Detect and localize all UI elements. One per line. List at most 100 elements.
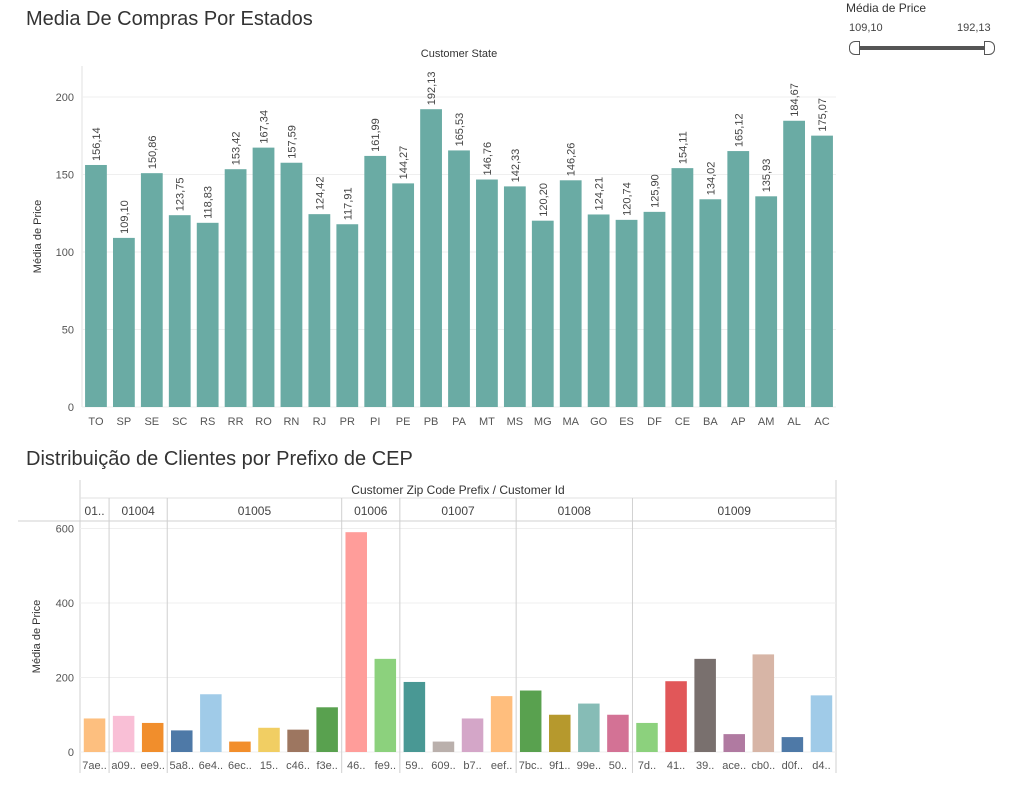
chart2-x-tick: 15.. (260, 760, 278, 772)
chart2-bar (694, 658, 716, 752)
slider-min-handle[interactable] (849, 41, 860, 55)
chart1-x-tick: MA (562, 416, 579, 428)
chart1-value-label: 109,10 (119, 200, 131, 234)
chart2-x-tick: a09.. (111, 760, 135, 772)
chart2-x-tick: 7d.. (638, 760, 656, 772)
price-range-slider-track[interactable] (854, 46, 990, 50)
chart2-y-tick: 200 (56, 672, 74, 684)
chart1-y-tick: 150 (56, 170, 74, 182)
chart2-bar (374, 658, 397, 752)
chart2-x-tick: f3e.. (316, 760, 337, 772)
chart1-bar (811, 135, 833, 408)
chart2-group-label: 01006 (354, 504, 388, 518)
chart1-bar (420, 109, 442, 408)
chart1-value-label: 142,33 (510, 149, 522, 183)
chart2-header: Customer Zip Code Prefix / Customer Id (351, 483, 564, 497)
chart1-bar (615, 219, 638, 407)
chart1-value-label: 144,27 (398, 146, 410, 180)
chart2-x-tick: c46.. (286, 760, 310, 772)
chart2-x-tick: ace.. (722, 760, 746, 772)
chart1-x-tick: RS (200, 416, 215, 428)
chart2-bar (607, 714, 629, 752)
chart2-y-tick: 600 (56, 523, 74, 535)
chart2-x-tick: fe9.. (375, 760, 396, 772)
chart1-x-tick: AP (731, 416, 746, 428)
chart1-value-label: 156,14 (91, 127, 103, 161)
chart2-bar (171, 730, 193, 752)
chart1-x-tick: PE (396, 416, 411, 428)
chart2-bar (141, 722, 164, 752)
chart1-bar (168, 215, 191, 407)
chart2-bar (665, 681, 687, 752)
chart1-y-axis-label: Média de Price (32, 200, 44, 273)
chart1-x-tick: PR (340, 416, 355, 428)
chart1-value-label: 125,90 (649, 174, 661, 208)
chart1-value-label: 134,02 (705, 162, 717, 196)
chart1-bar (392, 183, 415, 407)
chart1-bar (559, 180, 582, 407)
chart2-bar (287, 729, 309, 752)
chart1-bar (783, 120, 806, 407)
chart1-x-tick: RJ (313, 416, 326, 428)
chart2-x-tick: eef.. (491, 760, 512, 772)
chart2-bar (723, 734, 745, 752)
chart2-bar (112, 715, 135, 752)
chart1-value-label: 124,21 (594, 177, 606, 211)
chart1-bar (671, 168, 694, 407)
chart2-bar (490, 696, 513, 752)
chart1-bar (252, 147, 275, 408)
chart2-x-tick: b7.. (463, 760, 481, 772)
chart1-x-tick: BA (703, 416, 718, 428)
chart1-bar (224, 169, 247, 407)
chart1-value-label: 118,83 (203, 186, 215, 219)
chart1-value-label: 153,42 (231, 132, 243, 166)
chart2-x-tick: cb0.. (751, 760, 775, 772)
chart1-value-label: 146,76 (482, 142, 494, 176)
chart1-bar (503, 186, 526, 407)
chart1-bar (531, 220, 554, 407)
chart2-bar (200, 694, 222, 752)
chart1-x-tick: PI (370, 416, 380, 428)
chart2-bar (752, 654, 775, 752)
state-average-bar-chart: Customer State 0 50 100 150 200 Média de Price… (32, 48, 836, 428)
chart1-value-label: 161,99 (370, 118, 382, 152)
chart1-bar (140, 173, 163, 407)
chart1-x-tick: MS (507, 416, 524, 428)
chart2-y-tick: 400 (56, 598, 74, 610)
chart1-value-label: 175,07 (817, 98, 829, 132)
slider-max-handle[interactable] (984, 41, 995, 55)
filter-max-label: 192,13 (957, 22, 991, 34)
chart2-x-tick: 9f1.. (549, 760, 570, 772)
chart2-x-tick: 7ae.. (82, 760, 106, 772)
chart2-x-tick: 50.. (609, 760, 627, 772)
chart2-bar (316, 707, 338, 752)
chart1-bar (727, 151, 750, 407)
chart1-bar (308, 214, 331, 407)
chart1-bar (699, 199, 722, 407)
chart1-x-tick: SE (144, 416, 159, 428)
chart2-bar (549, 714, 571, 752)
chart2-x-tick: 7bc.. (519, 760, 543, 772)
chart2-x-tick: 99e.. (577, 760, 601, 772)
chart2-bar (258, 727, 280, 752)
chart2-x-tick: ee9.. (140, 760, 164, 772)
chart2-x-tick: 5a8.. (170, 760, 194, 772)
chart1-x-tick: AL (787, 416, 800, 428)
chart1-bar (336, 224, 359, 407)
chart1-x-tick: ES (619, 416, 634, 428)
chart2-group-label: 01009 (718, 504, 752, 518)
chart1-value-label: 117,91 (342, 187, 354, 220)
chart2-group-label: 01008 (558, 504, 592, 518)
chart2-x-tick: 39.. (696, 760, 714, 772)
chart2-x-tick: d4.. (812, 760, 830, 772)
chart1-bar (112, 237, 135, 407)
chart2-bar (403, 681, 426, 752)
chart2-x-tick: 6e4.. (199, 760, 223, 772)
chart2-bar (519, 690, 542, 752)
filter-min-label: 109,10 (849, 22, 883, 34)
chart1-bar (476, 179, 498, 407)
chart1-value-label: 184,67 (789, 83, 801, 117)
chart1-x-tick: RR (228, 416, 244, 428)
chart1-y-tick: 100 (56, 247, 74, 259)
chart2-x-tick: 6ec.. (228, 760, 252, 772)
